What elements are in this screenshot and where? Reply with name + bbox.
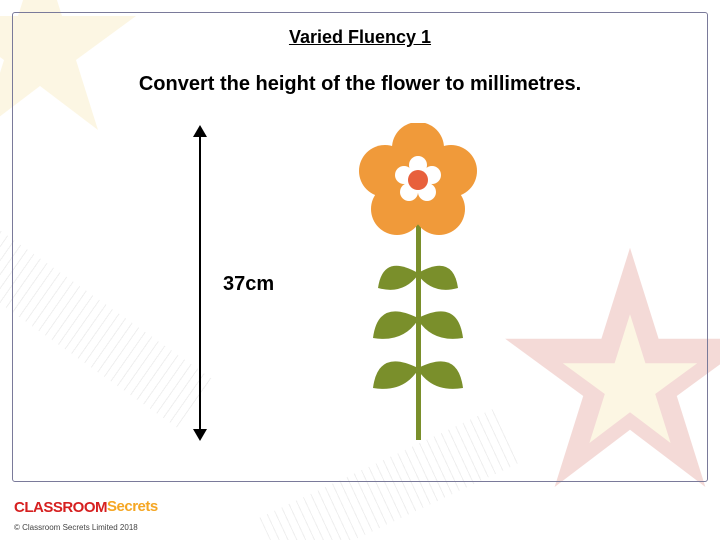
measurement-arrow <box>199 133 201 433</box>
content-panel: Varied Fluency 1 Convert the height of t… <box>12 12 708 482</box>
measurement-label: 37cm <box>223 273 274 296</box>
copyright-text: © Classroom Secrets Limited 2018 <box>14 523 138 532</box>
slide-title: Varied Fluency 1 <box>13 27 707 48</box>
question-prompt: Convert the height of the flower to mill… <box>13 73 707 96</box>
flower-icon <box>333 123 503 443</box>
figure-area: 37cm <box>183 123 543 453</box>
brand-logo: CLASSROOMSecrets <box>14 499 158 516</box>
arrow-head-down-icon <box>193 429 207 441</box>
logo-part2: Secrets <box>107 498 158 515</box>
logo-part1: CLASSROOM <box>14 499 107 516</box>
slide: Varied Fluency 1 Convert the height of t… <box>0 0 720 540</box>
